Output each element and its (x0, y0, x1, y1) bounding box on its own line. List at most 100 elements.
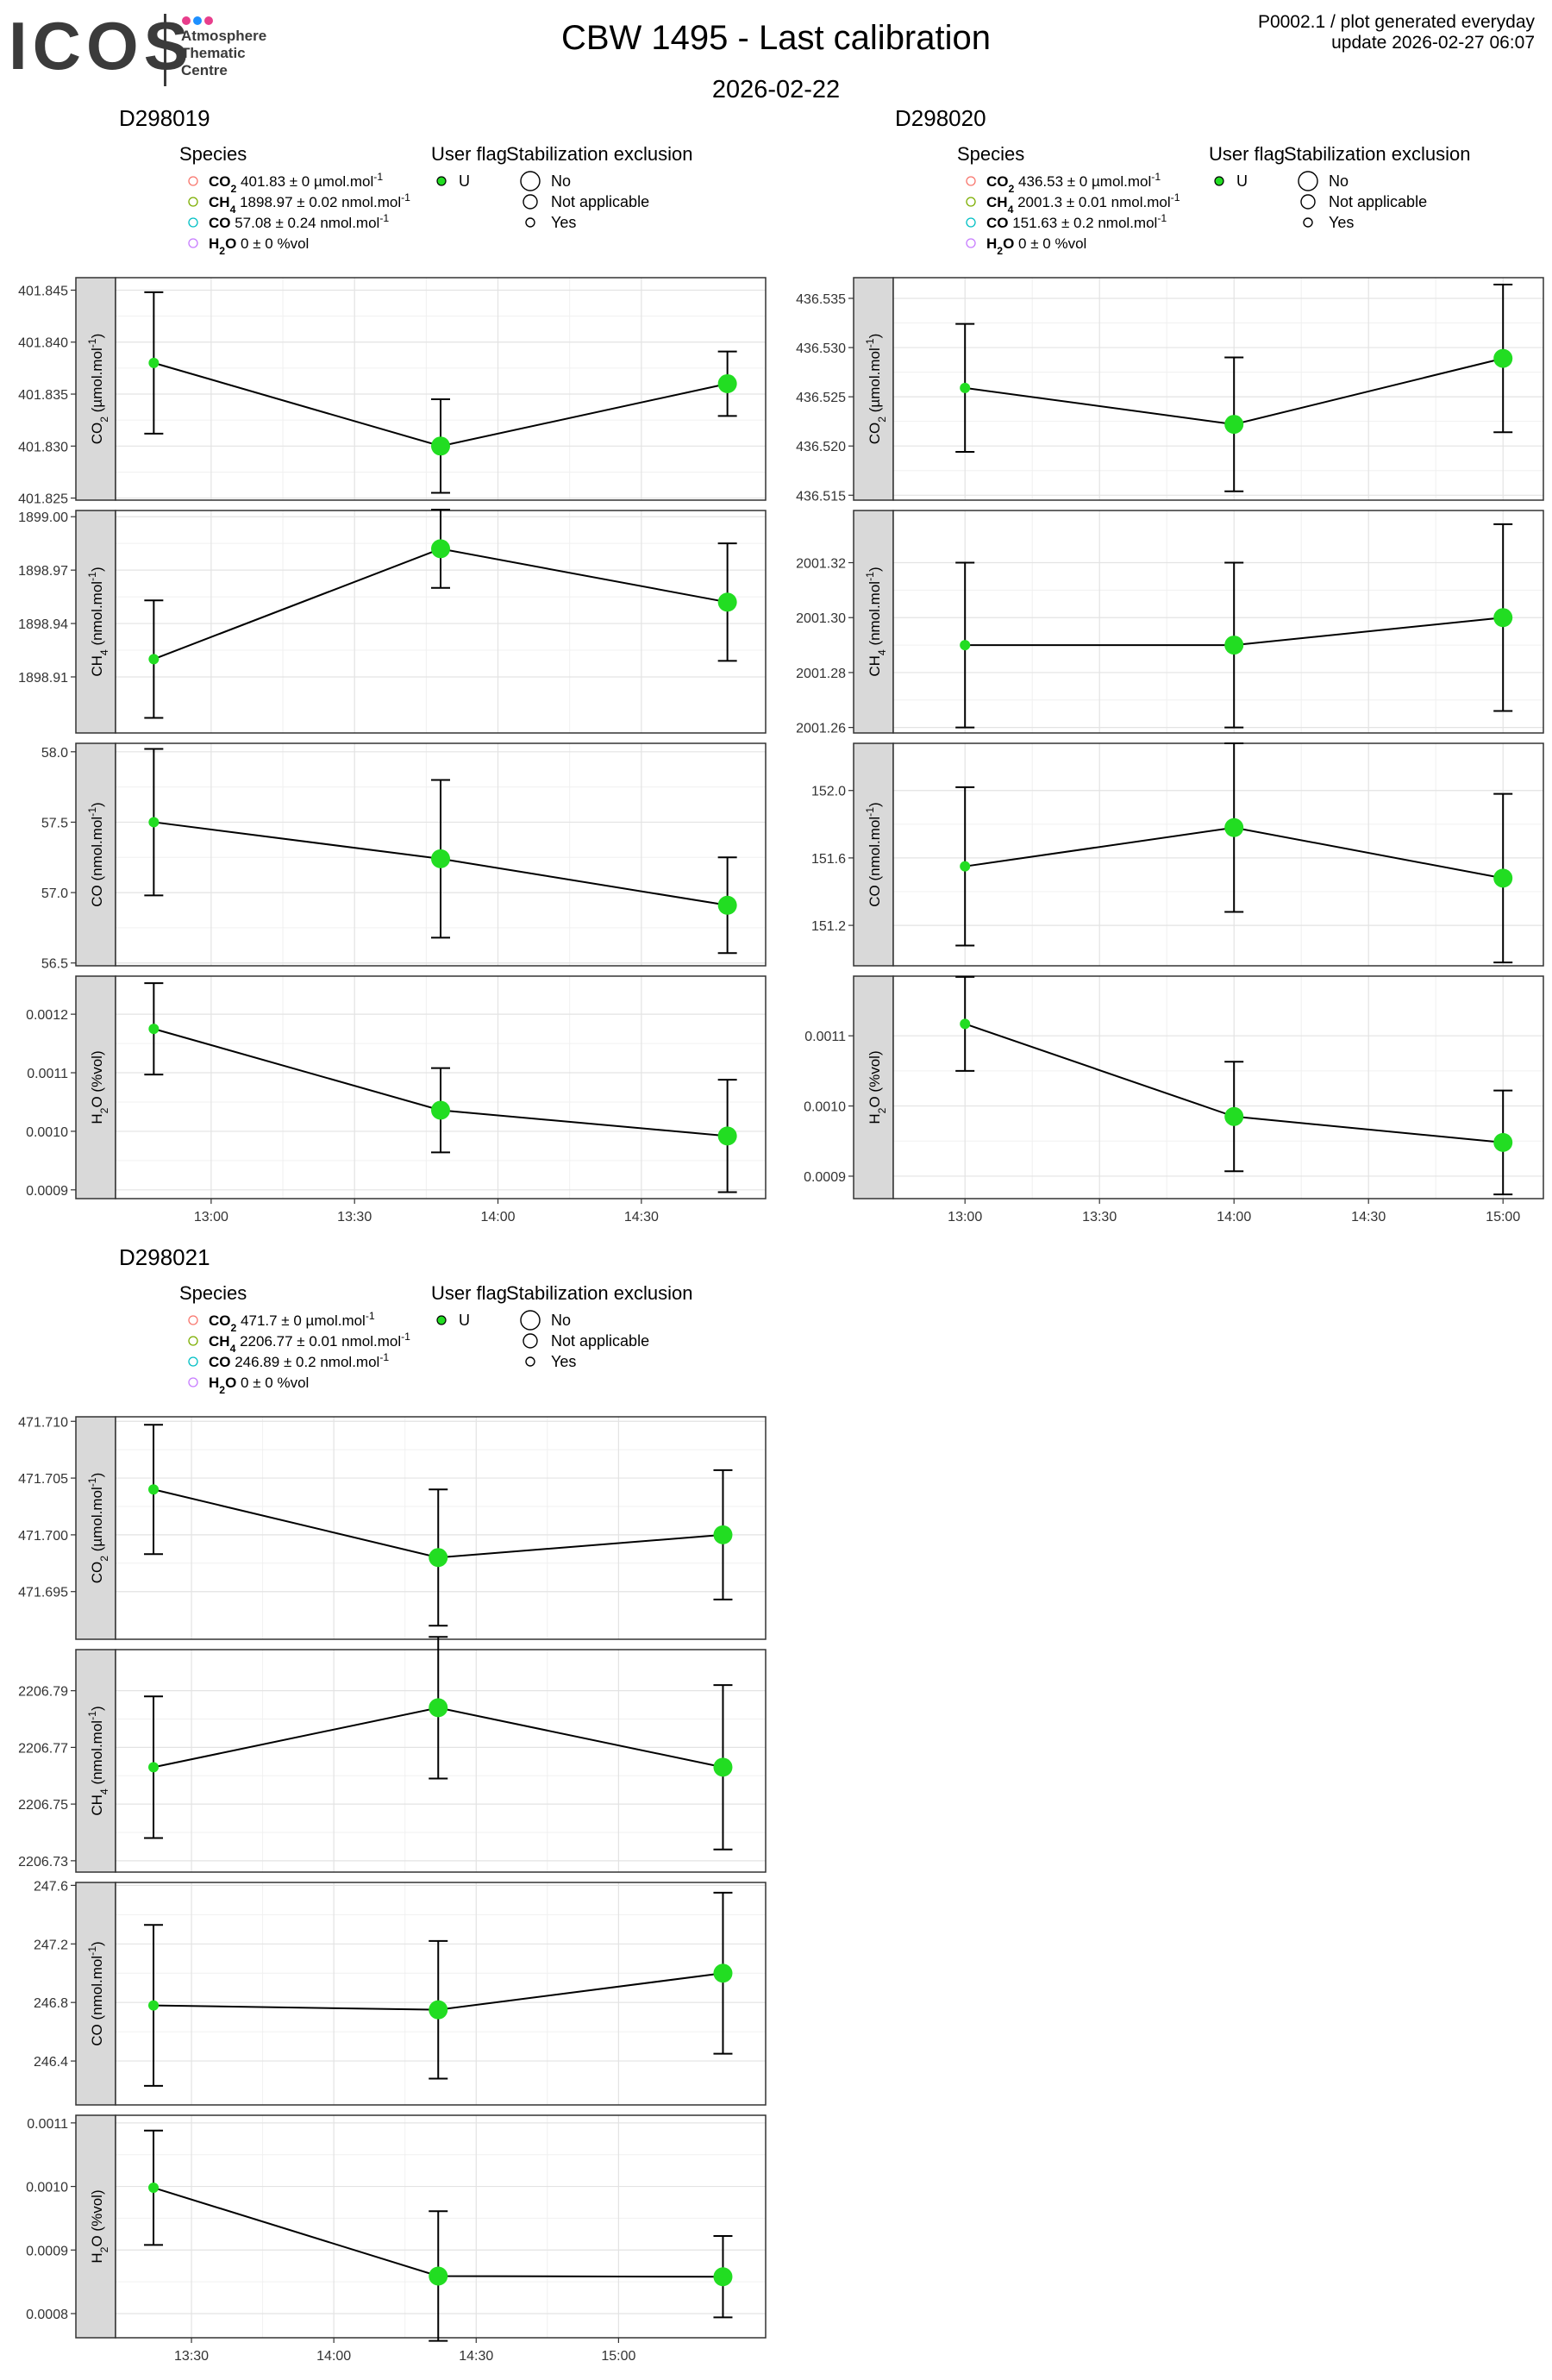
y-tick-label: 471.700 (18, 1529, 68, 1544)
legend-stab-marker (525, 1356, 535, 1367)
axis-label-y: CO2 (µmol.mol-1) (864, 334, 888, 445)
axis-label-y-part: ) (89, 567, 105, 572)
legend-species-entry: H2O 0 ± 0 %vol (986, 235, 1086, 257)
legend-stab-item: Not applicable (551, 1332, 649, 1350)
plot-border (115, 2114, 767, 2339)
y-tick-label: 401.830 (18, 440, 68, 454)
legend-species-entry-part: 2 (219, 1384, 225, 1396)
axis-label-y-part: (µmol.mol (89, 348, 105, 416)
data-point (431, 849, 450, 868)
axis-label-y-part: -1 (86, 807, 98, 817)
legend-stab-marker (520, 1310, 541, 1331)
logo-subtitle-line: Centre (181, 62, 228, 78)
y-tick-label: 0.0011 (27, 1067, 68, 1081)
y-tick-label: 401.835 (18, 388, 68, 403)
x-tick-label: 14:00 (316, 2349, 351, 2364)
data-point (429, 1698, 448, 1718)
axis-label-y-part: CH (867, 655, 883, 677)
plot-border (115, 975, 767, 1199)
axis-label-y-part: 2 (876, 1107, 888, 1113)
axis-label-y-part: 2 (98, 1556, 110, 1562)
plot-area (893, 743, 1543, 966)
legend-stab-marker (1300, 194, 1316, 210)
axis-label-y-part: ) (867, 802, 883, 807)
legend-species-marker (188, 197, 198, 207)
plot-border (892, 277, 1544, 501)
y-tick-label: 0.0009 (26, 1184, 68, 1199)
panel-strip (853, 277, 894, 501)
plot-area (116, 1882, 766, 2105)
legend-species-marker (966, 197, 976, 207)
axis-label-y-part: H (89, 2252, 105, 2263)
axis-label-y-part: ) (867, 567, 883, 572)
data-point (148, 357, 160, 368)
plot-area (116, 1417, 766, 1639)
y-tick-label: 436.515 (796, 489, 846, 504)
y-tick-label: 1898.94 (18, 617, 68, 632)
legend-species-marker (188, 1356, 198, 1367)
data-point (148, 817, 160, 828)
data-point (429, 2000, 448, 2020)
data-point (1493, 348, 1513, 368)
legend-userflag-item: U (459, 172, 470, 190)
y-tick-label: 471.710 (18, 1415, 68, 1430)
legend-species-entry-part: 0 ± 0 %vol (1014, 235, 1086, 252)
axis-label-y: CO (nmol.mol-1) (86, 1941, 105, 2045)
axis-label-y-part: 2 (876, 416, 888, 423)
axis-label-y-part: -1 (86, 572, 98, 581)
data-point (429, 2266, 448, 2286)
data-point (148, 1484, 160, 1495)
legend-species-entry-part: CH (209, 194, 230, 210)
legend-species-entry-part: 1898.97 ± 0.02 nmol.mol (235, 194, 401, 210)
legend-species-entry-part: 2206.77 ± 0.01 nmol.mol (235, 1333, 401, 1350)
legend-species-entry-part: 2 (997, 245, 1003, 257)
legend-stab-marker (523, 194, 538, 210)
legend-species-entry-part: 2 (219, 245, 225, 257)
legend-species-entry-part: H (209, 1375, 219, 1391)
legend-species-entry-part: CH (986, 194, 1008, 210)
y-tick-label: 247.2 (34, 1938, 68, 1952)
legend-species-entry: CO 151.63 ± 0.2 nmol.mol-1 (986, 212, 1167, 231)
axis-label-y-part: CO (nmol.mol (89, 1956, 105, 2046)
legend-userflag-item: U (459, 1312, 470, 1329)
x-tick-label: 15:00 (1486, 1210, 1520, 1224)
legend-stab-item: No (551, 172, 571, 190)
legend-species-entry: CO 57.08 ± 0.24 nmol.mol-1 (209, 212, 389, 231)
y-tick-label: 2206.79 (18, 1685, 68, 1700)
axis-label-y-part: CO (nmol.mol (89, 817, 105, 907)
data-point (148, 1762, 160, 1773)
panel-strip (75, 1882, 116, 2106)
axis-label-y: CO (nmol.mol-1) (86, 802, 105, 906)
y-tick-label: 2206.73 (18, 1855, 68, 1870)
data-point (1224, 415, 1244, 435)
legend-species-entry-part: -1 (1171, 191, 1180, 204)
y-tick-label: 401.840 (18, 336, 68, 351)
legend-stab-title: Stabilization exclusion (506, 1282, 692, 1304)
x-tick-label: 13:30 (174, 2349, 209, 2364)
panel-strip (853, 975, 894, 1199)
legend-species-entry-part: 401.83 ± 0 µmol.mol (236, 173, 373, 190)
data-point (1224, 1106, 1244, 1126)
axis-label-y-part: -1 (86, 1477, 98, 1487)
y-tick-label: 0.0010 (804, 1100, 846, 1115)
y-tick-label: 246.4 (34, 2055, 68, 2070)
y-tick-label: 436.535 (796, 292, 846, 307)
legend-stab-title: Stabilization exclusion (506, 143, 692, 165)
axis-label-y: CO2 (µmol.mol-1) (86, 1473, 110, 1584)
y-tick-label: 471.705 (18, 1472, 68, 1487)
data-point (148, 654, 160, 665)
legend-stab-title: Stabilization exclusion (1284, 143, 1470, 165)
y-tick-label: 246.8 (34, 1996, 68, 2011)
data-point (1493, 608, 1513, 628)
y-tick-label: 1898.97 (18, 564, 68, 579)
legend-userflag-marker (436, 1315, 447, 1325)
y-tick-label: 0.0010 (26, 2181, 68, 2195)
legend-userflag-marker (1214, 176, 1224, 186)
axis-label-y: CO2 (µmol.mol-1) (86, 334, 110, 445)
y-tick-label: 2206.77 (18, 1741, 68, 1756)
x-tick-label: 14:00 (481, 1210, 516, 1224)
plot-border (115, 742, 767, 967)
data-point (148, 2183, 160, 2194)
data-point (1224, 817, 1244, 837)
legend-userflag-title: User flag (431, 143, 507, 165)
